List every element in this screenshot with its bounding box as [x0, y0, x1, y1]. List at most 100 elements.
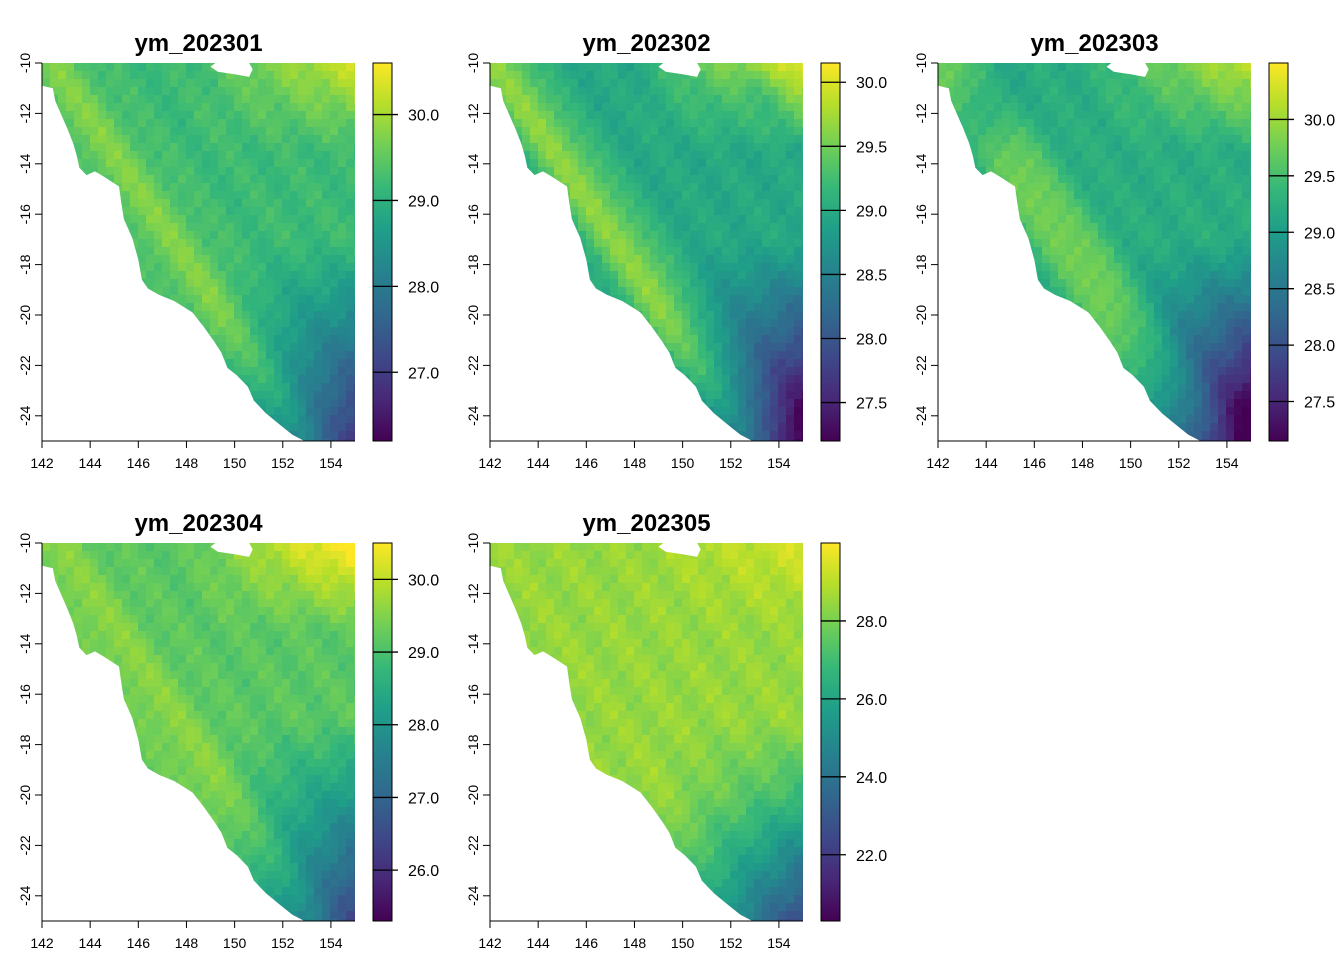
y-tick-label: -10 [17, 53, 33, 73]
y-tick-label: -22 [465, 835, 481, 855]
y-tick-label: -20 [465, 305, 481, 325]
y-tick-label: -24 [17, 885, 33, 905]
legend-tick-label: 29.5 [1304, 169, 1335, 186]
island-mask [1106, 63, 1149, 77]
map-panel: 142 144 146 148 150 152 154 -10 -12 -14 -16 -18 -20 -… [913, 30, 1335, 471]
island-mask [210, 543, 253, 557]
x-tick-label: 154 [767, 455, 791, 471]
x-tick-label: 152 [271, 935, 295, 951]
y-tick-label: -16 [465, 684, 481, 704]
legend-tick-label: 30.0 [1304, 112, 1335, 129]
x-tick-label: 142 [478, 455, 502, 471]
land-mask [42, 543, 305, 921]
x-tick-label: 144 [974, 455, 998, 471]
x-tick-label: 146 [575, 455, 599, 471]
legend-tick-label: 29.0 [1304, 225, 1335, 242]
x-tick-label: 148 [1071, 455, 1095, 471]
sst-raster [938, 63, 1251, 441]
x-tick-label: 152 [271, 455, 295, 471]
x-tick-label: 154 [319, 455, 343, 471]
panel-title: ym_202301 [134, 30, 262, 57]
legend-tick-label: 30.0 [408, 108, 439, 125]
y-tick-label: -12 [17, 583, 33, 603]
land-mask [42, 63, 305, 441]
legend-tick-label: 28.0 [856, 331, 887, 348]
y-tick-label: -16 [17, 684, 33, 704]
map-panel: 142 144 146 148 150 152 154 -10 -12 -14 -16 -18 -20 -… [17, 510, 439, 951]
x-tick-label: 150 [671, 935, 695, 951]
y-tick-label: -24 [913, 405, 929, 425]
y-tick-label: -22 [465, 355, 481, 375]
y-tick-label: -18 [465, 734, 481, 754]
legend-colorbar [820, 62, 841, 442]
y-tick-label: -14 [465, 633, 481, 653]
y-tick-label: -20 [17, 305, 33, 325]
y-tick-label: -14 [913, 153, 929, 173]
x-tick-label: 150 [1119, 455, 1143, 471]
y-tick-label: -16 [465, 204, 481, 224]
legend-tick-label: 28.5 [856, 267, 887, 284]
y-tick-label: -20 [465, 785, 481, 805]
x-tick-label: 144 [78, 935, 102, 951]
island-mask [658, 63, 701, 77]
legend-colorbar [1268, 62, 1289, 442]
y-tick-label: -10 [465, 53, 481, 73]
y-tick-label: -22 [913, 355, 929, 375]
legend-tick-label: 27.0 [408, 365, 439, 382]
legend-tick-label: 28.0 [408, 718, 439, 735]
y-tick-label: -18 [465, 254, 481, 274]
map-panel: 142 144 146 148 150 152 154 -10 -12 -14 -16 -18 -20 -… [465, 510, 887, 951]
legend-tick-label: 28.0 [1304, 338, 1335, 355]
legend-tick-label: 27.5 [856, 396, 887, 413]
legend-tick-label: 27.5 [1304, 395, 1335, 412]
y-tick-label: -12 [17, 103, 33, 123]
y-tick-label: -24 [465, 405, 481, 425]
y-tick-label: -20 [913, 305, 929, 325]
x-tick-label: 148 [623, 935, 647, 951]
legend-tick-label: 28.0 [856, 614, 887, 631]
x-tick-label: 152 [719, 455, 743, 471]
x-tick-label: 154 [767, 935, 791, 951]
legend-tick-label: 24.0 [856, 770, 887, 787]
y-tick-label: -14 [17, 633, 33, 653]
x-tick-label: 150 [223, 935, 247, 951]
panel-title: ym_202303 [1030, 30, 1158, 57]
x-tick-label: 144 [78, 455, 102, 471]
y-tick-label: -18 [17, 254, 33, 274]
legend-tick-label: 28.5 [1304, 282, 1335, 299]
legend-tick-label: 26.0 [856, 692, 887, 709]
legend-tick-label: 29.5 [856, 139, 887, 156]
y-tick-label: -10 [465, 533, 481, 553]
y-tick-label: -10 [913, 53, 929, 73]
legend-tick-label: 30.0 [856, 75, 887, 92]
x-tick-label: 146 [575, 935, 599, 951]
y-tick-label: -12 [465, 583, 481, 603]
legend-tick-label: 30.0 [408, 572, 439, 589]
x-tick-label: 142 [478, 935, 502, 951]
y-tick-label: -16 [17, 204, 33, 224]
map-panel: 142 144 146 148 150 152 154 -10 -12 -14 -16 -18 -20 -… [17, 30, 439, 471]
legend-tick-label: 22.0 [856, 848, 887, 865]
x-tick-label: 146 [127, 455, 151, 471]
land-mask [490, 63, 753, 441]
legend-tick-label: 27.0 [408, 790, 439, 807]
y-tick-label: -12 [465, 103, 481, 123]
panel-title: ym_202302 [582, 30, 710, 57]
y-tick-label: -16 [913, 204, 929, 224]
land-mask [490, 543, 753, 921]
y-tick-label: -10 [17, 533, 33, 553]
x-tick-label: 148 [175, 455, 199, 471]
y-tick-label: -14 [465, 153, 481, 173]
y-tick-label: -18 [913, 254, 929, 274]
x-tick-label: 142 [30, 935, 54, 951]
x-tick-label: 152 [1167, 455, 1191, 471]
x-tick-label: 146 [127, 935, 151, 951]
x-tick-label: 150 [671, 455, 695, 471]
legend-tick-label: 29.0 [856, 203, 887, 220]
legend-colorbar [820, 542, 841, 922]
island-mask [210, 63, 253, 77]
x-tick-label: 142 [30, 455, 54, 471]
y-tick-label: -24 [17, 405, 33, 425]
panel-title: ym_202305 [582, 510, 710, 537]
